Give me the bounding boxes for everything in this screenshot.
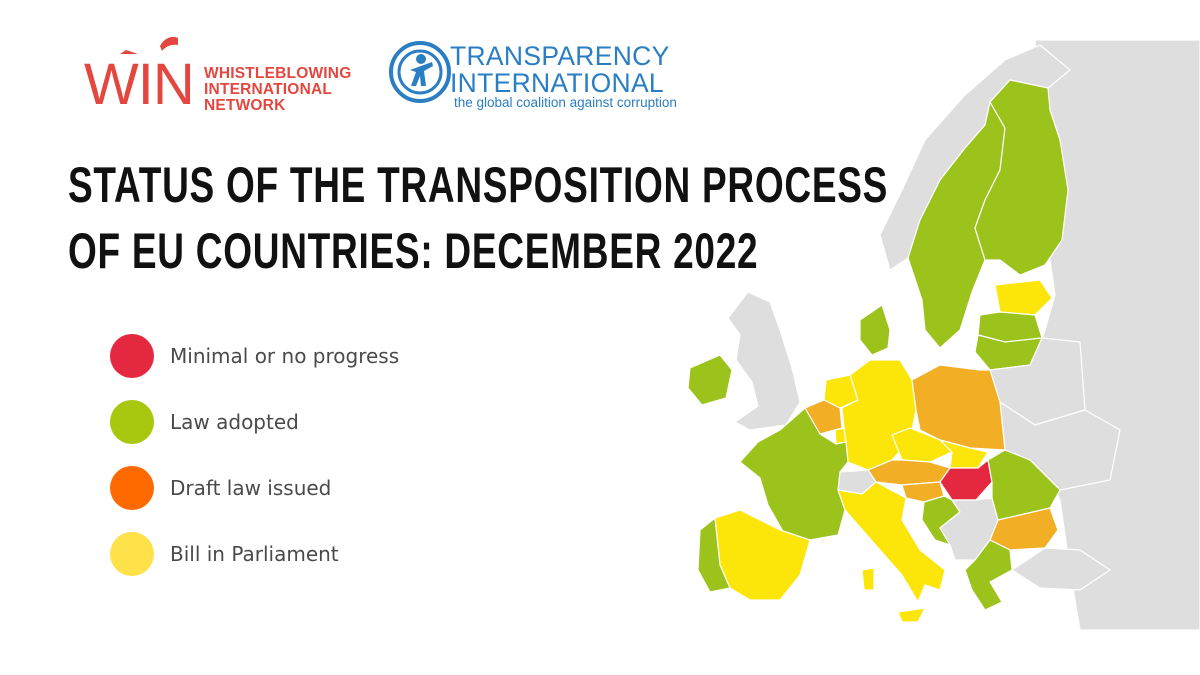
whistle-icon [120,36,178,54]
legend-item-draft: Draft law issued [110,466,440,532]
country-greece [964,539,1013,611]
country-denmark [859,304,891,356]
map-legend: Minimal or no progress Law adopted Draft… [110,334,440,598]
legend-label: Draft law issued [170,476,332,500]
country-italy [861,567,875,591]
win-wordmark: WIN [84,52,195,117]
win-tagline-line: INTERNATIONAL [204,81,333,98]
legend-item-law-adopted: Law adopted [110,400,440,466]
ti-tagline: the global coalition against corruption [454,95,677,110]
win-tagline-line: WHISTLEBLOWING [204,65,352,82]
country-portugal [697,517,731,593]
legend-item-minimal: Minimal or no progress [110,334,440,400]
ti-wordmark-line: INTERNATIONAL [450,68,664,98]
legend-label: Minimal or no progress [170,344,400,368]
legend-label: Law adopted [170,410,299,434]
globe-icon [389,41,451,103]
legend-swatch [110,334,154,378]
title-line: STATUS OF THE TRANSPOSITION PROCESS [68,157,889,213]
win-logo: WIN WHISTLEBLOWING INTERNATIONAL NETWORK [80,32,351,117]
win-tagline-line: NETWORK [204,97,286,114]
legend-swatch [110,532,154,576]
country-italy [837,481,946,603]
ti-logo: TRANSPARENCY INTERNATIONAL the global co… [388,40,688,115]
legend-swatch [110,466,154,510]
title-line: OF EU COUNTRIES: DECEMBER 2022 [68,223,759,279]
europe-map [640,30,1200,630]
country-united-kingdom [727,291,801,431]
country-turkey [1011,547,1111,591]
page-title: STATUS OF THE TRANSPOSITION PROCESS OF E… [68,152,889,284]
win-tagline: WHISTLEBLOWING INTERNATIONAL NETWORK [204,66,351,114]
ti-wordmark: TRANSPARENCY INTERNATIONAL [450,43,670,97]
country-finland [974,79,1069,276]
country-estonia [994,279,1053,316]
legend-item-bill: Bill in Parliament [110,532,440,598]
country-italy [897,607,926,623]
ti-wordmark-line: TRANSPARENCY [450,41,670,71]
legend-label: Bill in Parliament [170,542,339,566]
country-russia [1034,39,1200,630]
europe-map-svg [687,39,1200,630]
country-ireland [687,354,733,406]
legend-swatch [110,400,154,444]
